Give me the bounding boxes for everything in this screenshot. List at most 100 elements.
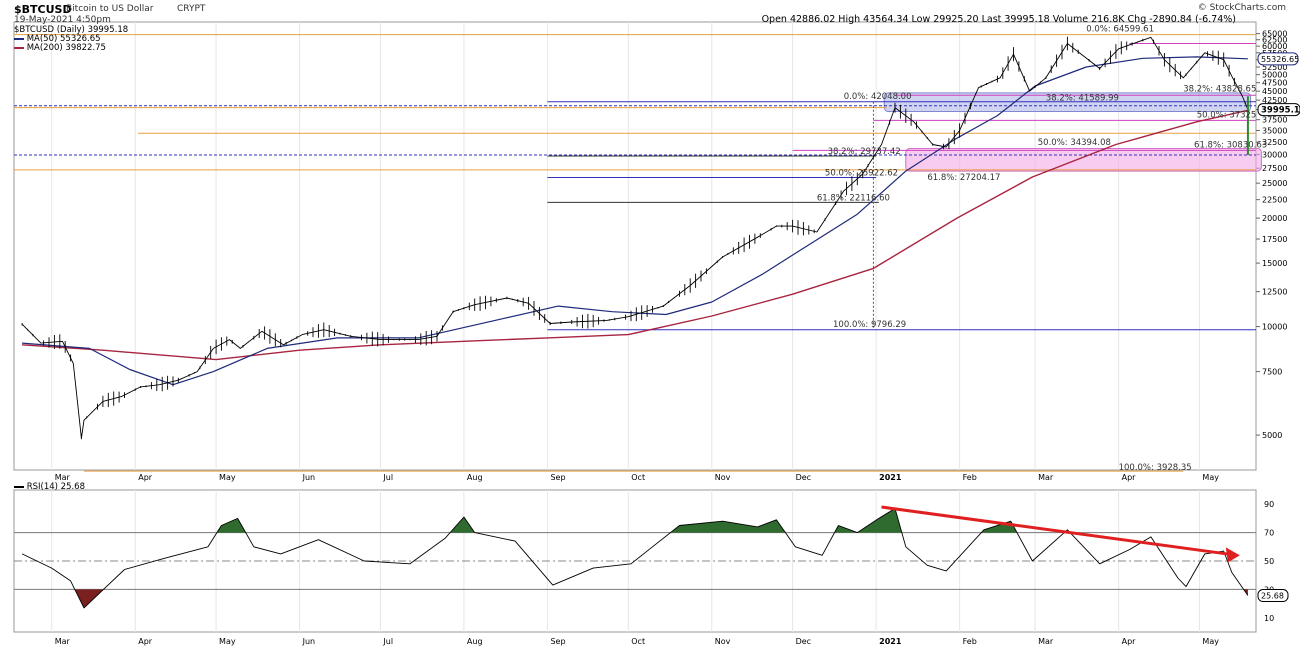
rsi-xtick-label: Apr (1122, 637, 1137, 646)
rsi-ytick-label: 90 (1264, 500, 1274, 509)
chart-date: 19-May-2021 4:50pm (14, 15, 111, 25)
price-last-tag (1257, 103, 1300, 117)
legend-price-label: $BTCUSD (Daily) 39995.18 (14, 25, 129, 35)
price-ytick-label: 15000 (1262, 259, 1287, 268)
price-ytick-label: 25000 (1262, 179, 1287, 188)
price-panel-frame (13, 21, 1257, 471)
fib-annotation: 100.0%: 9796.29 (833, 320, 906, 330)
price-ytick-label: 27500 (1262, 164, 1287, 173)
rsi-xtick-label: Sep (550, 637, 565, 646)
price-ytick-label: 62500 (1262, 36, 1287, 45)
price-xtick-label: Jul (382, 473, 393, 482)
price-xtick-label: May (1202, 473, 1219, 482)
fib-annotation: 38.2%: 41589.99 (1046, 93, 1119, 103)
rsi-xtick-label: 2021 (879, 637, 902, 646)
fib-annotation: 61.8%: 22116.60 (817, 193, 890, 203)
fib-annotation: 0.0%: 64599.61 (1086, 25, 1154, 35)
fib-annotation: 38.2%: 29737.42 (828, 147, 901, 157)
fib-annotation: 61.8%: 27204.17 (927, 173, 1000, 183)
price-ytick-label: 30000 (1262, 151, 1287, 160)
legend-rsi-label: RSI(14) 25.68 (26, 482, 85, 492)
fib-annotation: 38.2%: 43828.65 (1183, 84, 1256, 94)
price-xtick-label: Jun (302, 473, 316, 482)
rsi-xtick-label: Oct (631, 637, 645, 646)
price-ytick-label: 35000 (1262, 126, 1287, 135)
rsi-xtick-label: Apr (138, 637, 153, 646)
price-ytick-label: 10000 (1262, 323, 1287, 332)
rsi-last-value: 25.68 (1261, 592, 1284, 601)
price-ytick-label: 47500 (1262, 79, 1287, 88)
rsi-xtick-label: Feb (963, 637, 977, 646)
price-ytick-label: 7500 (1262, 368, 1282, 377)
rsi-overbought-fill (670, 519, 786, 533)
price-xtick-label: Apr (1122, 473, 1137, 482)
price-ytick-label: 32500 (1262, 138, 1287, 147)
price-ytick-label: 60000 (1262, 42, 1287, 51)
rsi-xtick-label: Jun (302, 637, 316, 646)
price-xtick-label: 2021 (879, 473, 902, 482)
rsi-xtick-label: Mar (55, 637, 71, 646)
price-xtick-label: Apr (138, 473, 153, 482)
rsi-overbought-fill (450, 517, 475, 533)
rsi-trendline-arrowhead (1225, 547, 1240, 563)
rsi-xtick-label: Dec (796, 637, 811, 646)
price-xtick-label: Dec (796, 473, 811, 482)
rsi-xtick-label: Nov (715, 637, 731, 646)
credit-text: © StockCharts.com (1197, 3, 1286, 13)
chart-exchange: CRYPT (177, 4, 206, 14)
price-ytick-label: 52500 (1262, 63, 1287, 72)
rsi-xtick-label: Mar (1038, 637, 1054, 646)
fib-annotation: 100.0%: 3928.35 (1119, 463, 1192, 473)
chart-instrument-name: Bitcoin to US Dollar (66, 4, 154, 14)
price-xtick-label: Aug (467, 473, 483, 482)
fib-annotation: 0.0%: 42048.00 (844, 92, 912, 102)
rsi-line (21, 508, 1249, 609)
price-ytick-label: 5000 (1262, 431, 1282, 440)
price-xtick-label: Mar (1038, 473, 1054, 482)
fib-annotation: 50.0%: 34394.08 (1038, 138, 1111, 148)
price-xtick-label: Sep (550, 473, 565, 482)
price-xtick-label: Mar (55, 473, 71, 482)
ma50-last-value: 55326.65 (1261, 55, 1299, 64)
price-ytick-label: 37500 (1262, 116, 1287, 125)
price-ytick-label: 65000 (1262, 30, 1287, 39)
price-ytick-label: 12500 (1262, 288, 1287, 297)
price-ytick-label: 22500 (1262, 196, 1287, 205)
rsi-overbought-fill (857, 508, 902, 533)
rsi-ytick-label: 50 (1264, 557, 1274, 566)
price-ytick-label: 50000 (1262, 71, 1287, 80)
legend-ma200-label: MA(200) 39822.75 (26, 43, 106, 53)
rsi-trendline (881, 505, 1231, 556)
price-xtick-label: Oct (631, 473, 645, 482)
ma50-line (22, 56, 1248, 386)
fib-annotation: 50.0%: 37325 (1197, 110, 1257, 120)
rsi-last-tag (1257, 589, 1289, 603)
price-stats: Open 42886.02 High 43564.34 Low 29925.20… (761, 14, 1236, 25)
price-ytick-label: 45000 (1262, 87, 1287, 96)
rsi-overbought-fill (216, 518, 246, 533)
ma50-last-tag (1257, 52, 1299, 66)
price-ytick-label: 20000 (1262, 214, 1287, 223)
price-line (21, 36, 1249, 439)
fib-annotation: 61.8%: 30830.63 (1194, 140, 1267, 150)
ma200-line (22, 109, 1249, 361)
legend-price: $BTCUSD (Daily) 39995.18 (14, 25, 128, 35)
rsi-ytick-label: 10 (1264, 614, 1274, 623)
legend-ma200: MA(200) 39822.75 (14, 43, 106, 53)
fib-annotation: 50.0%: 25922.62 (825, 168, 898, 178)
price-ytick-label: 17500 (1262, 235, 1287, 244)
price-xtick-label: Nov (715, 473, 731, 482)
legend-ma50: MA(50) 55326.65 (14, 34, 101, 44)
price-xtick-label: May (219, 473, 236, 482)
chart-symbol: $BTCUSD (14, 3, 72, 16)
rsi-xtick-label: May (1202, 637, 1219, 646)
rsi-xtick-label: May (219, 637, 236, 646)
price-last-value: 39995.18 (1261, 106, 1300, 116)
legend-rsi: RSI(14) 25.68 (14, 482, 85, 492)
price-ytick-label: 42500 (1262, 96, 1287, 105)
fib-zone-pink (905, 147, 1262, 172)
rsi-xtick-label: Jul (382, 637, 393, 646)
price-xtick-label: Feb (963, 473, 977, 482)
legend-ma50-label: MA(50) 55326.65 (26, 34, 101, 44)
